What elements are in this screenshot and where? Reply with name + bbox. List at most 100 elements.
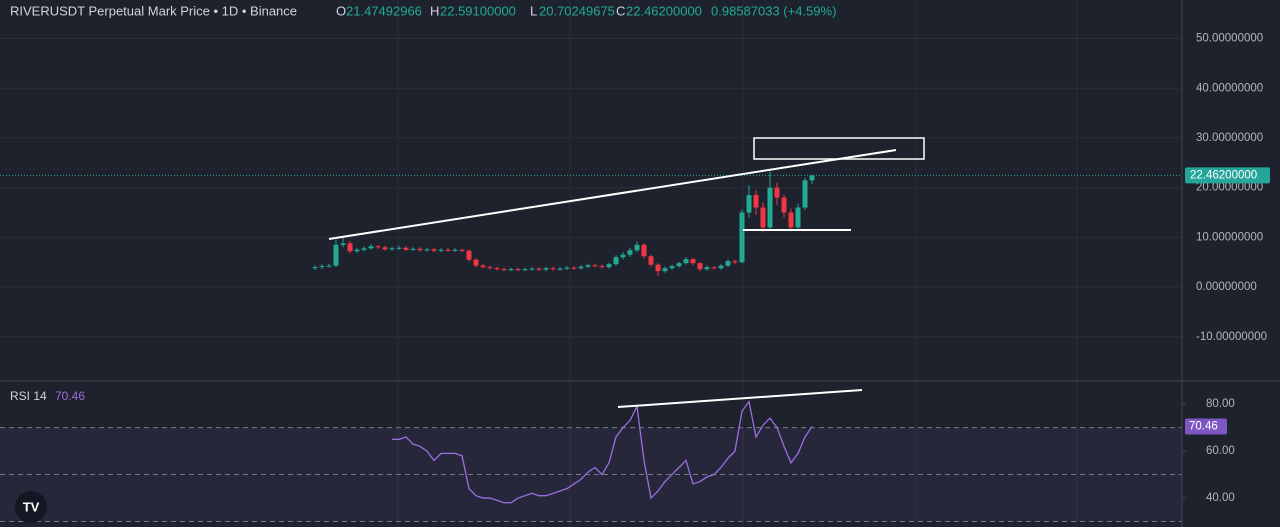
candle-body: [347, 243, 353, 252]
candle-body: [389, 248, 395, 250]
candle-body: [557, 268, 563, 270]
candle-body: [585, 265, 591, 267]
y-tick-label: 50.00000000: [1196, 33, 1263, 45]
candle-body: [732, 261, 738, 263]
candle-body: [445, 249, 451, 251]
candle-body: [746, 195, 752, 213]
y-tick-label: 30.00000000: [1196, 132, 1263, 144]
candle-body: [403, 247, 409, 250]
candle-body: [361, 248, 367, 250]
h-label: H: [430, 3, 439, 18]
candle-body: [396, 247, 402, 249]
candle-body: [501, 269, 507, 271]
candle-body: [564, 267, 570, 269]
candle-body: [487, 267, 493, 269]
candle-body: [592, 265, 598, 267]
rsi-trend-line: [617, 389, 863, 408]
y-tick-label: 0.00000000: [1196, 281, 1257, 293]
candle-body: [515, 269, 521, 271]
candle-body: [354, 249, 360, 252]
rsi-value-label: 70.46: [1189, 421, 1218, 433]
candle-body: [382, 247, 388, 250]
candle-body: [648, 256, 654, 265]
candle-body: [725, 261, 731, 266]
candle-body: [711, 267, 717, 269]
candle-body: [424, 249, 430, 251]
candle-body: [634, 244, 640, 251]
candle-body: [697, 263, 703, 270]
candle-body: [452, 249, 458, 251]
candle-body: [494, 268, 500, 270]
high-value: 22.59100000: [440, 3, 516, 18]
change-value: 0.98587033 (+4.59%): [711, 3, 836, 18]
candle-body: [739, 212, 745, 263]
candle-body: [480, 265, 486, 268]
logo-mark: TV: [23, 499, 40, 514]
plot-layer: 50.00000000 40.00000000 30.00000000 20.0000…: [0, 33, 1270, 523]
tv-logo: TV: [15, 491, 47, 523]
o-label: O: [336, 3, 346, 18]
candle-body: [718, 265, 724, 269]
rsi-line: [392, 400, 813, 504]
candle-body: [529, 268, 535, 270]
candle-body: [571, 267, 577, 269]
rsi-value-tag: [1185, 418, 1227, 435]
y-tick-label: 80.00: [1206, 398, 1235, 410]
last-price-tag: [1185, 167, 1270, 184]
target-box: [753, 137, 925, 160]
candle-body: [767, 187, 773, 228]
candle-body: [690, 259, 696, 264]
drawings: [328, 137, 925, 408]
candle-body: [312, 267, 318, 269]
candle-body: [795, 207, 801, 228]
candle-body: [676, 263, 682, 267]
symbol-title: RIVERUSDT Perpetual Mark Price • 1D • Bi…: [10, 3, 297, 18]
candle-body: [417, 248, 423, 251]
candle-body: [809, 175, 815, 181]
open-value: 21.47492966: [346, 3, 422, 18]
y-tick-label: 20.00000000: [1196, 182, 1263, 194]
candle-body: [760, 207, 766, 228]
candle-body: [410, 248, 416, 250]
candle-body: [508, 269, 514, 271]
trend-line: [328, 149, 897, 240]
rsi-legend-name: RSI 14: [10, 389, 47, 403]
candle-body: [802, 180, 808, 208]
last-price-label: 22.46200000: [1190, 169, 1257, 181]
candle-body: [627, 250, 633, 255]
candle-body: [683, 259, 689, 264]
candle-body: [459, 249, 465, 251]
y-tick-label: 40.00: [1206, 492, 1235, 504]
candle-body: [641, 244, 647, 257]
candle-body: [543, 268, 549, 270]
candle-body: [326, 265, 332, 267]
rsi-band: [0, 427, 1182, 522]
rsi-legend-value: 70.46: [55, 389, 85, 403]
candle-body: [522, 269, 528, 271]
candle-body: [704, 267, 710, 270]
candle-body: [333, 244, 339, 266]
candle-body: [669, 266, 675, 269]
candle-body: [662, 268, 668, 272]
low-value: 20.70249675: [539, 3, 615, 18]
c-label: C: [616, 3, 625, 18]
candle-body: [620, 254, 626, 258]
candle-body: [788, 212, 794, 228]
y-tick-label: -10.00000000: [1196, 331, 1267, 343]
y-tick-label: 10.00000000: [1196, 231, 1263, 243]
candle-body: [599, 266, 605, 268]
candle-body: [613, 257, 619, 265]
y-tick-label: 40.00000000: [1196, 82, 1263, 94]
close-value: 22.46200000: [626, 3, 702, 18]
candle-body: [536, 268, 542, 270]
candle-body: [753, 195, 759, 208]
candle-body: [781, 197, 787, 213]
candle-body: [774, 187, 780, 198]
candle-body: [319, 266, 325, 268]
candle-body: [473, 259, 479, 266]
candle-body: [578, 266, 584, 269]
candle-body: [375, 246, 381, 248]
candle-body: [340, 243, 346, 245]
l-label: L: [530, 3, 537, 18]
